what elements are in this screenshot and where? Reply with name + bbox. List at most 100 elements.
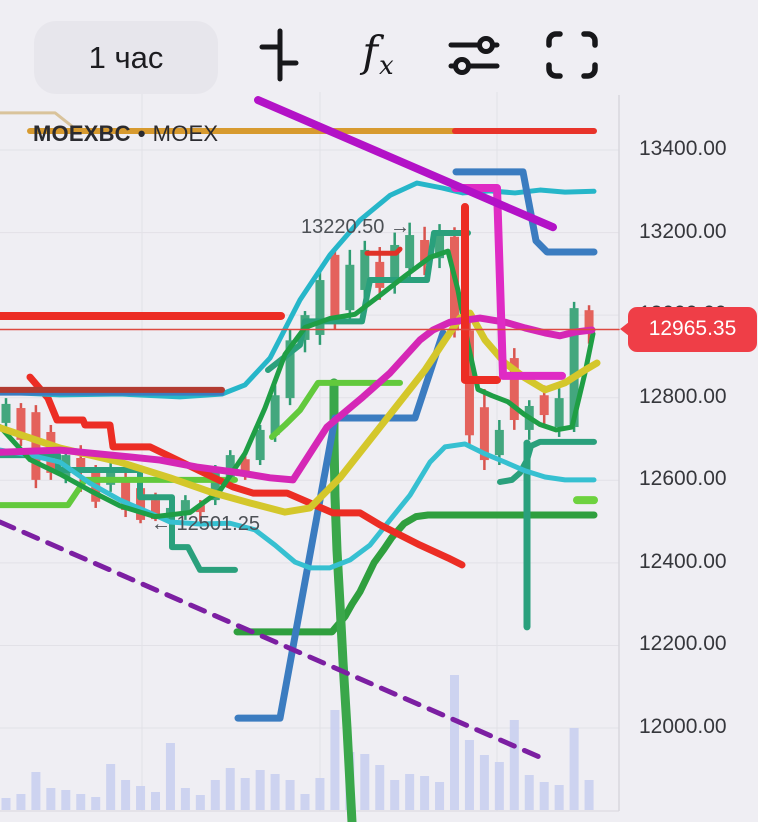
candle-body bbox=[569, 308, 579, 428]
volume-bar bbox=[285, 780, 295, 810]
candle-body bbox=[16, 408, 26, 440]
candle-body bbox=[151, 500, 160, 520]
volume-bar bbox=[16, 794, 26, 810]
symbol-title[interactable]: MOEXBC • MOEX bbox=[33, 121, 218, 147]
fullscreen-icon bbox=[545, 30, 599, 80]
indicator-line-dark-green-ma bbox=[0, 248, 596, 520]
candle-body bbox=[315, 280, 325, 335]
candle-body bbox=[136, 488, 146, 520]
indicator-line-teal-stepped-right bbox=[497, 438, 597, 485]
volume-bar bbox=[136, 786, 146, 810]
candle-body bbox=[31, 412, 41, 480]
volume-bar bbox=[61, 790, 71, 810]
volume-bar bbox=[405, 774, 415, 810]
candle-body bbox=[494, 429, 504, 456]
indicator-line-red-flip-bar bbox=[461, 202, 501, 384]
indicator-line-blue-stepped-top bbox=[452, 168, 598, 256]
indicator-line-magenta-ma bbox=[0, 314, 596, 484]
candle-body bbox=[76, 457, 86, 470]
candle-body bbox=[225, 455, 235, 479]
marked-low-label: ← 12501.25 bbox=[151, 513, 260, 535]
indicator-line-red-supertrend bbox=[26, 373, 466, 569]
crosshair-icon bbox=[256, 27, 300, 83]
volume-bar bbox=[554, 785, 564, 810]
sliders-icon bbox=[448, 32, 500, 78]
volume-bar bbox=[106, 764, 116, 810]
candle-body bbox=[509, 358, 519, 421]
volume-bar bbox=[450, 675, 459, 810]
candle-body bbox=[285, 340, 295, 399]
axis-price-label: 12200.00 bbox=[639, 632, 727, 656]
candle-body bbox=[210, 469, 220, 501]
indicator-line-green-stepped-support bbox=[233, 511, 598, 636]
indicator-line-green-vertical-curve bbox=[329, 378, 357, 822]
candle-body bbox=[554, 398, 564, 428]
timeframe-button[interactable]: 1 час bbox=[34, 21, 218, 94]
fullscreen-button[interactable] bbox=[544, 24, 600, 86]
volume-bar bbox=[330, 710, 340, 810]
volume-bar bbox=[539, 782, 549, 810]
indicator-line-lime-stepped-left bbox=[0, 476, 238, 509]
volume-bar bbox=[180, 788, 190, 810]
candle-body bbox=[240, 459, 250, 474]
candle-body bbox=[375, 261, 385, 288]
volume-bar bbox=[315, 778, 325, 810]
fx-icon: fx bbox=[362, 27, 394, 81]
volume-bar bbox=[210, 780, 220, 810]
candle-body bbox=[584, 310, 594, 330]
indicator-line-magenta-trendline bbox=[254, 96, 557, 232]
timeframe-label: 1 час bbox=[88, 39, 164, 75]
indicator-line-teal-stepped-mid bbox=[265, 229, 471, 374]
volume-bar bbox=[165, 743, 175, 810]
axis-price-label: 12600.00 bbox=[639, 467, 727, 491]
marked-high-label: 13220.50 → bbox=[301, 216, 410, 238]
volume-bar bbox=[240, 778, 250, 810]
candle-body bbox=[195, 505, 205, 513]
settings-button[interactable] bbox=[446, 24, 502, 86]
volume-bar bbox=[360, 754, 370, 810]
axis-price-label: 12800.00 bbox=[639, 384, 727, 408]
volume-bar bbox=[300, 794, 310, 810]
volume-bar bbox=[524, 775, 534, 810]
indicator-line-yellow-ma bbox=[0, 309, 601, 516]
axis-price-label: 12400.00 bbox=[639, 549, 727, 573]
candle-body bbox=[330, 254, 340, 321]
volume-bar bbox=[494, 762, 504, 810]
candle-body bbox=[539, 395, 549, 416]
crosshair-tool-button[interactable] bbox=[250, 24, 306, 86]
axis-price-label: 13200.00 bbox=[639, 219, 727, 243]
volume-bar bbox=[464, 740, 474, 810]
volume-bar bbox=[225, 768, 235, 810]
indicator-line-cyan-lower-ma bbox=[0, 441, 597, 571]
volume-bar bbox=[1, 798, 11, 810]
candle-body bbox=[479, 407, 489, 461]
symbol-name: MOEXBC bbox=[33, 121, 131, 146]
title-separator: • bbox=[137, 121, 146, 146]
last-price-badge: 12965.35 bbox=[620, 306, 757, 352]
volume-bar bbox=[270, 774, 280, 810]
volume-bar bbox=[195, 795, 205, 810]
volume-bar bbox=[151, 792, 160, 810]
candle-body bbox=[420, 240, 430, 266]
candle-body bbox=[180, 500, 190, 515]
candle-body bbox=[405, 235, 415, 269]
volume-bar bbox=[91, 797, 101, 810]
exchange-name: MOEX bbox=[152, 121, 219, 146]
indicator-line-magenta-supertrend bbox=[451, 183, 566, 380]
candle-body bbox=[270, 395, 280, 435]
volume-bar bbox=[479, 755, 489, 810]
volume-bar bbox=[569, 728, 579, 810]
chart-toolbar: 1 час fx bbox=[0, 0, 758, 100]
indicators-button[interactable]: fx bbox=[350, 24, 406, 86]
volume-bar bbox=[420, 776, 430, 810]
volume-bar bbox=[255, 770, 265, 810]
volume-bar bbox=[31, 772, 41, 810]
volume-bar bbox=[46, 788, 56, 810]
indicator-line-purple-dashed-trendline bbox=[0, 519, 545, 761]
volume-bar bbox=[76, 794, 86, 810]
indicator-line-cyan-upper-ma bbox=[0, 180, 597, 400]
candle-body bbox=[255, 429, 265, 461]
volume-bar bbox=[121, 780, 131, 810]
